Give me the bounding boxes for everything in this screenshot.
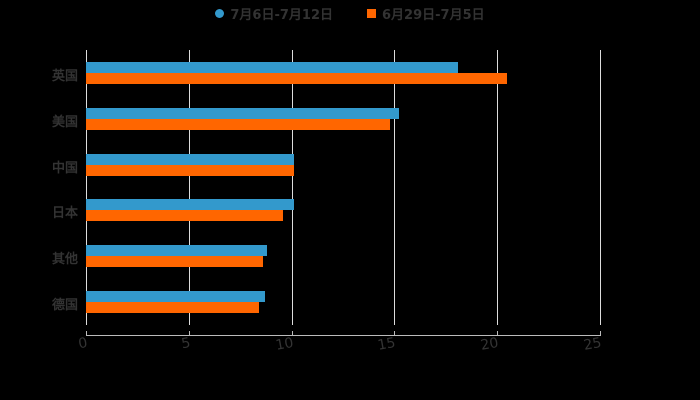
x-tick [189, 331, 190, 336]
gridline [292, 50, 293, 325]
bar[interactable] [86, 73, 507, 84]
bar[interactable] [86, 62, 458, 73]
bar[interactable] [86, 154, 294, 165]
category-label: 日本 [51, 206, 78, 222]
bar[interactable] [86, 245, 267, 256]
x-axis [86, 335, 600, 336]
x-tick [394, 331, 395, 336]
x-tick [497, 331, 498, 336]
gridline [600, 50, 601, 325]
x-tick-label: 0 [77, 335, 89, 353]
category-label: 其他 [51, 252, 78, 268]
bar[interactable] [86, 108, 399, 119]
x-tick [86, 331, 87, 336]
gridline [86, 50, 87, 325]
category-label: 中国 [51, 160, 78, 176]
gridline [497, 50, 498, 325]
chart-legend: 7月6日-7月12日 6月29日-7月5日 [0, 4, 700, 23]
gridline [189, 50, 190, 325]
bar[interactable] [86, 199, 294, 210]
x-tick-label: 5 [180, 335, 192, 353]
bar[interactable] [86, 165, 294, 176]
x-tick-label: 25 [582, 335, 603, 354]
category-label: 德国 [51, 298, 78, 313]
category-label: 美国 [51, 114, 78, 130]
category-label: 英国 [51, 69, 78, 84]
bar[interactable] [86, 119, 390, 130]
x-tick-label: 10 [274, 335, 295, 354]
x-tick-label: 15 [376, 335, 397, 354]
bar[interactable] [86, 256, 263, 267]
legend-label: 6月29日-7月5日 [382, 7, 485, 23]
x-tick [292, 331, 293, 336]
gridline [394, 50, 395, 325]
bar[interactable] [86, 210, 283, 221]
legend-label: 7月6日-7月12日 [230, 7, 333, 23]
legend-circle-icon [215, 8, 225, 18]
x-tick [600, 331, 601, 336]
legend-item-series2[interactable]: 6月29日-7月5日 [367, 4, 485, 23]
x-tick-label: 20 [479, 335, 500, 354]
bar[interactable] [86, 302, 259, 313]
bar[interactable] [86, 291, 265, 302]
legend-item-series1[interactable]: 7月6日-7月12日 [215, 4, 333, 23]
legend-square-icon [367, 8, 376, 18]
